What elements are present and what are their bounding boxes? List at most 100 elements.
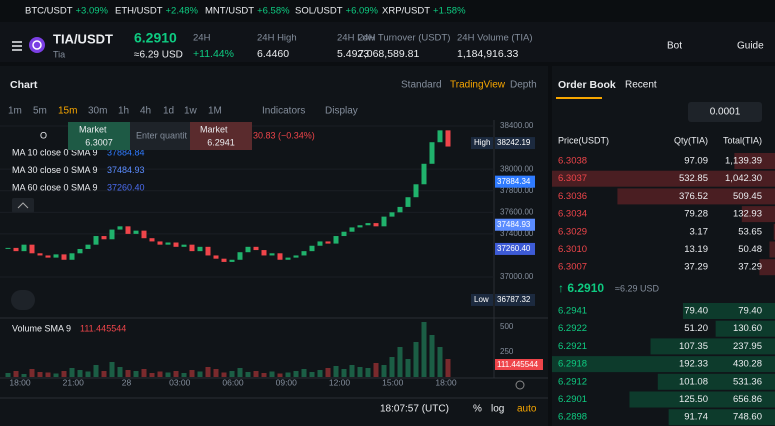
depth-bar [629,391,775,408]
trades-tab[interactable]: Recent [625,80,657,91]
buy-button[interactable] [68,122,130,150]
header-link[interactable]: Guide [737,41,764,52]
toolbar-menu[interactable]: Display [325,106,358,117]
precision-value[interactable]: 0.0001 [710,107,741,118]
interval[interactable]: 5m [33,106,47,117]
candle [245,246,251,253]
ticker-pair[interactable]: SOL/USDT [295,6,343,17]
settings-icon[interactable] [515,380,525,390]
book-price[interactable]: 6.2918 [558,359,587,370]
book-total: 656.86 [733,394,762,405]
book-price[interactable]: 6.2921 [558,341,587,352]
candle [341,231,347,237]
interval[interactable]: 15m [58,106,77,117]
interval[interactable]: 1d [163,106,174,117]
ticker-pair[interactable]: ETH/USDT [115,6,163,17]
tv-logo [11,290,35,310]
book-total: 748.60 [733,412,762,423]
book-price[interactable]: 6.3036 [558,191,587,202]
book-price[interactable]: 6.3010 [558,244,587,255]
legend-text: MA 60 close 0 SMA 9 [12,182,98,192]
ticker-pair[interactable]: XRP/USDT [382,6,430,17]
volume-bar [37,372,43,377]
volume-bar [189,370,195,377]
volume-bar [301,369,307,377]
ohlc-prefix: O [40,130,47,140]
symbol-name: Tia [53,49,65,59]
depth-bar [682,303,775,319]
interval[interactable]: 1h [118,106,129,117]
candle [293,255,299,258]
volume-bar [69,368,75,377]
book-price[interactable]: 6.3038 [558,156,587,167]
scale-option[interactable]: % [473,404,482,415]
volume-bar [253,371,259,377]
book-price[interactable]: 6.3034 [558,209,587,220]
sell-price[interactable]: 6.2941 [207,137,235,147]
candle [85,244,91,249]
view-tab[interactable]: Depth [510,80,537,91]
volume-bar [341,369,347,377]
volume-bar [205,367,211,377]
column-header: Qty(TIA) [674,135,708,145]
interval[interactable]: 4h [140,106,151,117]
volume-bar [245,372,251,377]
candle [237,252,243,260]
book-price[interactable]: 6.3007 [558,262,587,273]
price-marker [495,242,535,255]
book-qty: 532.85 [679,173,708,184]
y-tick-label: 37400.00 [500,229,534,238]
y-tick-label: 37600.00 [500,207,534,216]
view-tab[interactable]: Standard [401,80,442,91]
toolbar-menu[interactable]: Indicators [262,106,305,117]
book-price[interactable]: 6.2912 [558,376,587,387]
volume-bar [325,368,331,377]
candle [149,238,155,242]
candle [357,225,363,228]
interval[interactable]: 1m [8,106,22,117]
interval[interactable]: 1w [184,106,198,117]
depth-bar [769,241,775,258]
candle [253,246,259,251]
book-price[interactable]: 6.3037 [558,173,587,184]
precision-select[interactable] [688,102,762,122]
ticker-pair[interactable]: MNT/USDT [205,6,254,17]
volume-bar [309,372,315,377]
interval[interactable]: 30m [88,106,107,117]
book-price[interactable]: 6.2941 [558,306,587,317]
buy-price[interactable]: 6.3007 [85,137,113,147]
book-price[interactable]: 6.3029 [558,226,587,237]
depth-bar [650,338,775,355]
volume-bar [229,371,235,377]
book-price[interactable]: 6.2922 [558,323,587,334]
book-price[interactable]: 6.2901 [558,394,587,405]
volume-bar [373,363,379,377]
sell-button[interactable] [190,122,252,150]
scale-option[interactable]: auto [517,404,537,415]
interval[interactable]: 1M [208,106,222,117]
volume-bar [285,372,291,377]
symbol[interactable]: TIA/USDT [53,31,113,46]
collapse-arrow [17,202,29,209]
legend-collapse[interactable] [12,198,34,213]
orderbook-tab[interactable]: Order Book [558,79,616,91]
scale-option[interactable]: log [491,404,504,415]
sell-label[interactable]: Market [200,124,228,134]
ticker-pair[interactable]: BTC/USDT [25,6,73,17]
header-link[interactable]: Bot [667,41,682,52]
volume-bar [181,373,187,377]
candle [445,130,451,147]
volume-bar [53,373,59,377]
legend-text: MA 10 close 0 SMA 9 [12,147,98,157]
stat-label: 24H Volume (TIA) [457,33,533,44]
view-tab[interactable]: TradingView [450,80,506,91]
candle [349,227,355,232]
buy-label[interactable]: Market [79,124,107,134]
volume-bar [133,371,139,377]
book-price[interactable]: 6.2898 [558,412,587,423]
candle [157,241,163,245]
menu-icon[interactable] [12,41,22,51]
ohlc-change: 30.83 (−0.34%) [253,130,315,140]
quantity-input[interactable] [130,122,190,150]
